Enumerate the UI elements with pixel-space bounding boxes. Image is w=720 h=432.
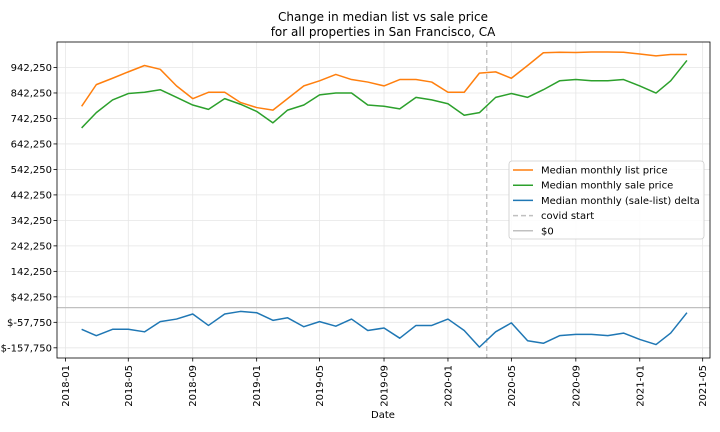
list-price-line: [81, 51, 687, 111]
y-tick-label: 642,250: [11, 139, 52, 150]
x-tick-label: 2021-01: [635, 365, 646, 407]
x-tick-label: 2021-05: [698, 365, 709, 407]
y-tick-label: 142,250: [11, 267, 52, 278]
series-lines: [81, 51, 688, 348]
plot-frame: [56, 41, 711, 359]
legend-label: Median monthly sale price: [541, 181, 673, 192]
legend-box: [508, 160, 705, 240]
x-tick-label: 2020-01: [443, 365, 454, 407]
legend-label: $0: [541, 226, 554, 237]
y-tick-label: 942,250: [11, 63, 52, 74]
y-tick-label: 342,250: [11, 216, 52, 227]
chart-title-line-1: Change in median list vs sale price: [278, 10, 488, 24]
y-axis: $-157,750 $-57,750 $42,250 142,250 242,250 34…: [1, 63, 57, 354]
x-tick-label: 2018-09: [188, 365, 199, 407]
x-tick-label: 2019-01: [252, 365, 263, 407]
x-axis: 2018-01 2018-05 2018-09 2019-01 2019-05 2019-…: [61, 358, 709, 407]
x-tick-label: 2020-09: [571, 365, 582, 407]
y-tick-label: 542,250: [11, 165, 52, 176]
x-tick-label: 2018-01: [61, 365, 72, 407]
x-axis-label: Date: [371, 410, 395, 421]
sale-price-line: [81, 59, 688, 129]
x-tick-label: 2020-05: [507, 365, 518, 407]
legend: Median monthly list price Median monthly …: [508, 160, 705, 240]
x-tick-label: 2019-05: [315, 365, 326, 407]
y-tick-label: 842,250: [11, 88, 52, 99]
y-tick-label: $-157,750: [1, 343, 52, 354]
legend-label: covid start: [541, 211, 594, 222]
x-tick-label: 2019-09: [380, 365, 391, 407]
y-tick-label: 742,250: [11, 114, 52, 125]
y-tick-label: 442,250: [11, 190, 52, 201]
reference-lines: [57, 42, 710, 358]
y-tick-label: 242,250: [11, 241, 52, 252]
legend-label: Median monthly list price: [541, 166, 668, 177]
chart-title-line-2: for all properties in San Francisco, CA: [271, 25, 496, 39]
delta-line: [81, 310, 688, 348]
x-tick-label: 2018-05: [124, 365, 135, 407]
y-tick-label: $-57,750: [7, 318, 52, 329]
legend-label: Median monthly (sale-list) delta: [541, 196, 700, 207]
y-tick-label: $42,250: [11, 292, 52, 303]
